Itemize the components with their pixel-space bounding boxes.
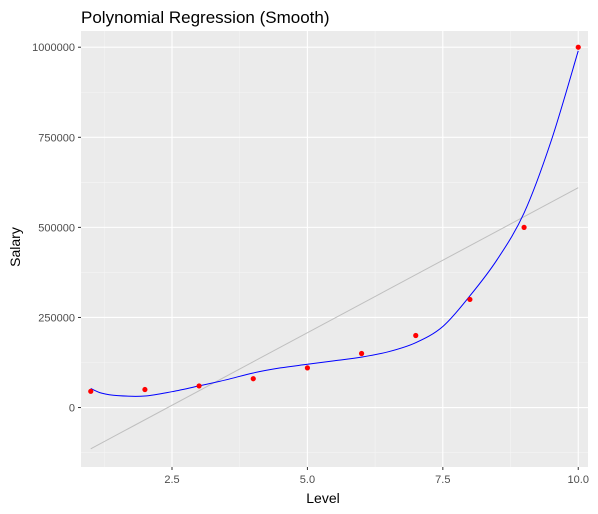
chart-title: Polynomial Regression (Smooth) [81,8,330,27]
y-tick-label: 1000000 [32,42,75,54]
linear-fit [90,187,579,450]
data-point [88,388,94,394]
x-axis-ticks: 2.5 5.0 7.5 10.0 [164,467,589,486]
poly-fit [90,50,579,397]
gridlines [81,31,588,467]
x-tick-label: 7.5 [435,474,450,486]
y-axis-ticks: 0 250000 500000 750000 1000000 [32,42,81,415]
data-points [88,44,581,394]
plot-panel [81,31,588,467]
data-point [413,332,419,339]
data-point [358,350,365,357]
data-point [142,386,148,393]
poly-fit-curve [90,50,579,397]
data-point [467,296,473,303]
data-point [575,44,581,50]
y-tick-label: 0 [69,403,75,415]
linear-fit-line [90,187,579,450]
y-axis-title: Salary [7,227,23,267]
y-tick-label: 750000 [38,132,75,144]
data-point [196,383,202,389]
data-point [521,224,527,230]
data-point [250,376,256,382]
x-tick-label: 10.0 [568,474,589,486]
x-axis-title: Level [306,490,339,506]
y-tick-label: 500000 [38,222,75,234]
x-tick-label: 2.5 [164,474,179,486]
data-point [304,365,311,371]
x-tick-label: 5.0 [300,474,315,486]
y-tick-label: 250000 [38,312,75,324]
